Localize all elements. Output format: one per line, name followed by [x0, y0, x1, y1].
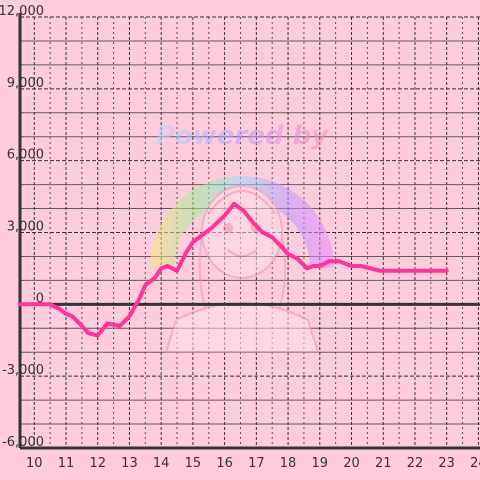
x-tick-label: 18 — [280, 456, 297, 471]
watermark-rainbow-arc — [150, 176, 334, 268]
x-tick-label: 14 — [153, 456, 170, 471]
x-tick-label: 10 — [26, 456, 43, 471]
x-tick-label: 21 — [375, 456, 392, 471]
x-tick-label: 17 — [248, 456, 265, 471]
y-tick-label: -6,000 — [2, 435, 44, 450]
x-tick-label: 20 — [343, 456, 360, 471]
watermark-character-illustration — [164, 185, 320, 353]
x-tick-label: 19 — [312, 456, 329, 471]
y-tick-label: -3,000 — [2, 363, 44, 378]
y-tick-label: 12,000 — [0, 4, 44, 19]
series-line — [18, 201, 449, 338]
y-tick-label: 9,000 — [7, 76, 44, 91]
x-tick-labels: 10 11 12 13 14 15 16 17 18 19 20 21 22 23 24 — [26, 456, 480, 471]
x-tick-label: 22 — [407, 456, 424, 471]
x-tick-label: 23 — [438, 456, 455, 471]
x-tick-label: 16 — [216, 456, 233, 471]
y-tick-labels: -6,000 -3,000 0 3,000 6,000 9,000 12,000 — [0, 4, 44, 450]
x-tick-label: 15 — [185, 456, 202, 471]
x-tick-label: 24 — [470, 456, 480, 471]
watermark: Powered by — [150, 121, 334, 353]
x-tick-label: 11 — [58, 456, 75, 471]
watermark-text: Powered by — [156, 121, 329, 151]
axes — [18, 13, 480, 450]
y-tick-label: 3,000 — [7, 220, 44, 235]
y-tick-label: 0 — [36, 291, 44, 306]
x-tick-label: 13 — [121, 456, 138, 471]
x-tick-label: 12 — [89, 456, 106, 471]
y-tick-label: 6,000 — [7, 148, 44, 163]
series-layer — [18, 201, 449, 338]
